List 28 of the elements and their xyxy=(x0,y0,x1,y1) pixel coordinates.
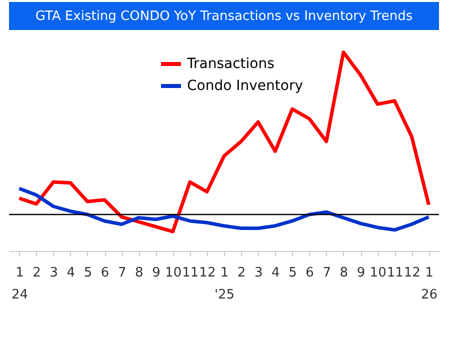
x-tick-label: 4 xyxy=(66,266,76,280)
x-tick-label: 2 xyxy=(237,266,246,280)
legend-label: Condo Inventory xyxy=(187,78,303,94)
legend-label: Transactions xyxy=(186,56,274,72)
x-tick-label: 3 xyxy=(50,266,58,280)
x-tick-label: 1 '25 xyxy=(214,266,235,302)
chart-title: GTA Existing CONDO YoY Transactions vs Inventory Trends xyxy=(35,9,413,24)
x-tick-label: 10 xyxy=(165,266,182,280)
x-tick-label: 5 xyxy=(288,266,297,280)
x-tick-label: 4 xyxy=(272,266,280,280)
x-tick-label: 6 xyxy=(306,266,314,280)
x-tick-label: 9 xyxy=(356,266,366,280)
x-tick-label: 12 xyxy=(404,266,420,280)
x-tick-label: 7 xyxy=(322,266,332,280)
x-tick-label: 6 xyxy=(100,266,110,280)
x-tick-label: 12 xyxy=(199,266,216,280)
x-tick-label: 1 26 xyxy=(420,266,438,302)
x-tick-label: 11 xyxy=(386,266,404,280)
x-tick-label: 2 xyxy=(32,266,41,280)
x-tick-label: 8 xyxy=(135,266,144,280)
x-tick-label: 3 xyxy=(254,266,263,280)
x-tick-label: 9 xyxy=(152,266,160,280)
x-tick-label: 10 xyxy=(370,266,386,280)
x-tick-label: 7 xyxy=(118,266,126,280)
x-tick-label: 8 xyxy=(340,266,348,280)
x-tick-label: 11 xyxy=(182,266,199,280)
x-tick-label: 1 24 xyxy=(11,266,28,302)
x-tick-label: 5 xyxy=(84,266,92,280)
